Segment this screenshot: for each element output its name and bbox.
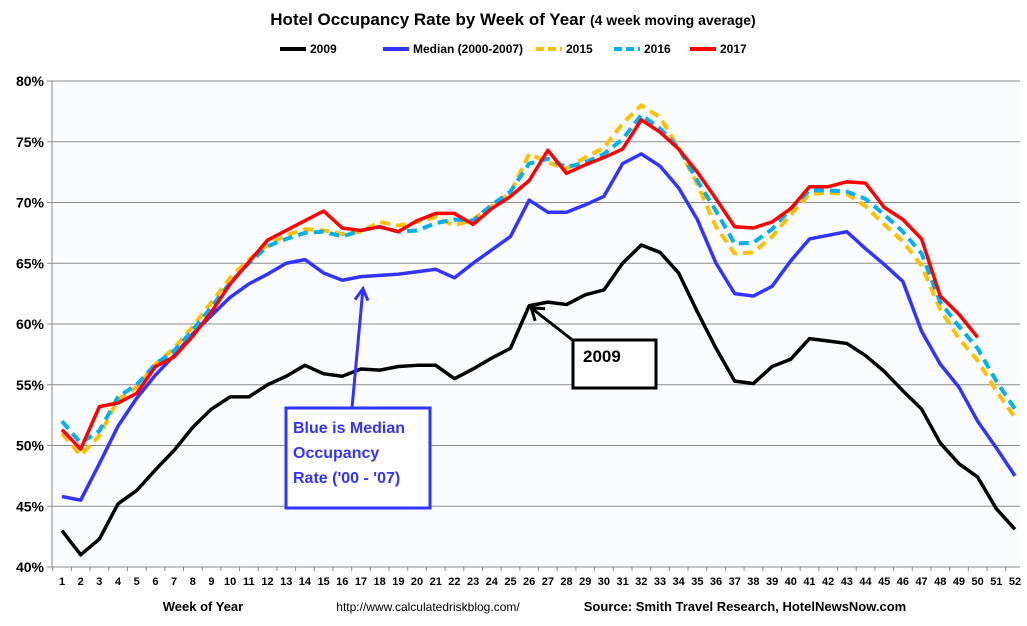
legend-label: 2017 (720, 42, 747, 56)
x-tick-label: 43 (841, 576, 853, 588)
x-tick-label: 28 (560, 576, 572, 588)
x-tick-label: 9 (208, 576, 214, 588)
x-tick-label: 36 (710, 576, 722, 588)
x-tick-label: 15 (317, 576, 329, 588)
x-tick-label: 4 (115, 576, 122, 588)
chart-title-text: Hotel Occupancy Rate by Week of Year (270, 10, 585, 29)
source-credit: Source: Smith Travel Research, HotelNews… (584, 599, 906, 614)
legend-label: 2015 (566, 42, 593, 56)
chart-title: Hotel Occupancy Rate by Week of Year (4 … (270, 10, 755, 29)
y-tick-label: 75% (16, 134, 45, 150)
x-tick-label: 45 (878, 576, 890, 588)
legend-item: 2017 (690, 42, 747, 56)
legend: 2009 Median (2000-2007) 2015 2016 2017 (280, 42, 747, 56)
x-tick-label: 14 (299, 576, 312, 588)
x-tick-label: 32 (635, 576, 647, 588)
x-tick-label: 35 (691, 576, 703, 588)
legend-label: 2009 (310, 42, 337, 56)
legend-item: Median (2000-2007) (383, 42, 523, 56)
x-tick-label: 27 (542, 576, 554, 588)
chart-subtitle: (4 week moving average) (590, 12, 756, 28)
y-tick-label: 80% (16, 73, 45, 89)
x-tick-label: 40 (785, 576, 797, 588)
x-tick-label: 37 (729, 576, 741, 588)
x-tick-label: 12 (261, 576, 273, 588)
legend-label: 2016 (644, 42, 671, 56)
legend-label: Median (2000-2007) (413, 42, 523, 56)
x-tick-label: 44 (859, 576, 872, 588)
x-tick-label: 39 (766, 576, 778, 588)
x-tick-label: 17 (355, 576, 367, 588)
annotation-text: Occupancy (293, 445, 379, 462)
x-tick-label: 11 (243, 576, 255, 588)
x-tick-label: 26 (523, 576, 535, 588)
x-tick-label: 6 (152, 576, 158, 588)
x-tick-label: 2 (78, 576, 84, 588)
x-tick-label: 52 (1009, 576, 1021, 588)
annotation-text: Rate ('00 - '07) (293, 470, 400, 487)
y-axis-ticks: 40% 45% 50% 55% 60% 65% 70% 75% 80% (16, 73, 45, 575)
x-tick-label: 30 (598, 576, 610, 588)
x-tick-label: 22 (448, 576, 460, 588)
y-tick-label: 55% (16, 377, 45, 393)
source-url: http://www.calculatedriskblog.com/ (336, 600, 520, 614)
x-tick-label: 3 (96, 576, 102, 588)
x-tick-label: 33 (654, 576, 666, 588)
legend-item: 2009 (280, 42, 337, 56)
x-tick-label: 16 (336, 576, 348, 588)
x-tick-label: 46 (897, 576, 909, 588)
x-tick-label: 18 (374, 576, 386, 588)
x-tick-label: 10 (224, 576, 236, 588)
x-tick-label: 20 (411, 576, 423, 588)
x-tick-label: 5 (134, 576, 140, 588)
y-tick-label: 40% (16, 559, 45, 575)
x-tick-label: 31 (616, 576, 628, 588)
y-tick-label: 50% (16, 438, 45, 454)
x-tick-label: 47 (915, 576, 927, 588)
legend-item: 2015 (536, 42, 593, 56)
x-tick-label: 13 (280, 576, 292, 588)
x-tick-label: 50 (972, 576, 984, 588)
x-tick-label: 49 (953, 576, 965, 588)
x-tick-label: 51 (990, 576, 1002, 588)
annotation-text: Blue is Median (293, 420, 405, 437)
x-tick-label: 38 (747, 576, 759, 588)
x-tick-label: 21 (430, 576, 442, 588)
x-tick-label: 42 (822, 576, 834, 588)
x-tick-label: 34 (673, 576, 686, 588)
x-tick-label: 48 (934, 576, 946, 588)
y-tick-label: 60% (16, 316, 45, 332)
x-tick-label: 24 (486, 576, 499, 588)
x-tick-label: 29 (579, 576, 591, 588)
x-axis-label: Week of Year (163, 599, 243, 614)
x-tick-label: 8 (190, 576, 196, 588)
x-tick-label: 1 (59, 576, 65, 588)
x-tick-label: 41 (803, 576, 815, 588)
y-tick-label: 70% (16, 195, 45, 211)
x-tick-label: 23 (467, 576, 479, 588)
x-tick-label: 7 (171, 576, 177, 588)
y-tick-label: 45% (16, 498, 45, 514)
annotation-text: 2009 (583, 347, 621, 366)
x-tick-label: 25 (504, 576, 516, 588)
legend-item: 2016 (614, 42, 671, 56)
x-tick-label: 19 (392, 576, 404, 588)
y-tick-label: 65% (16, 255, 45, 271)
